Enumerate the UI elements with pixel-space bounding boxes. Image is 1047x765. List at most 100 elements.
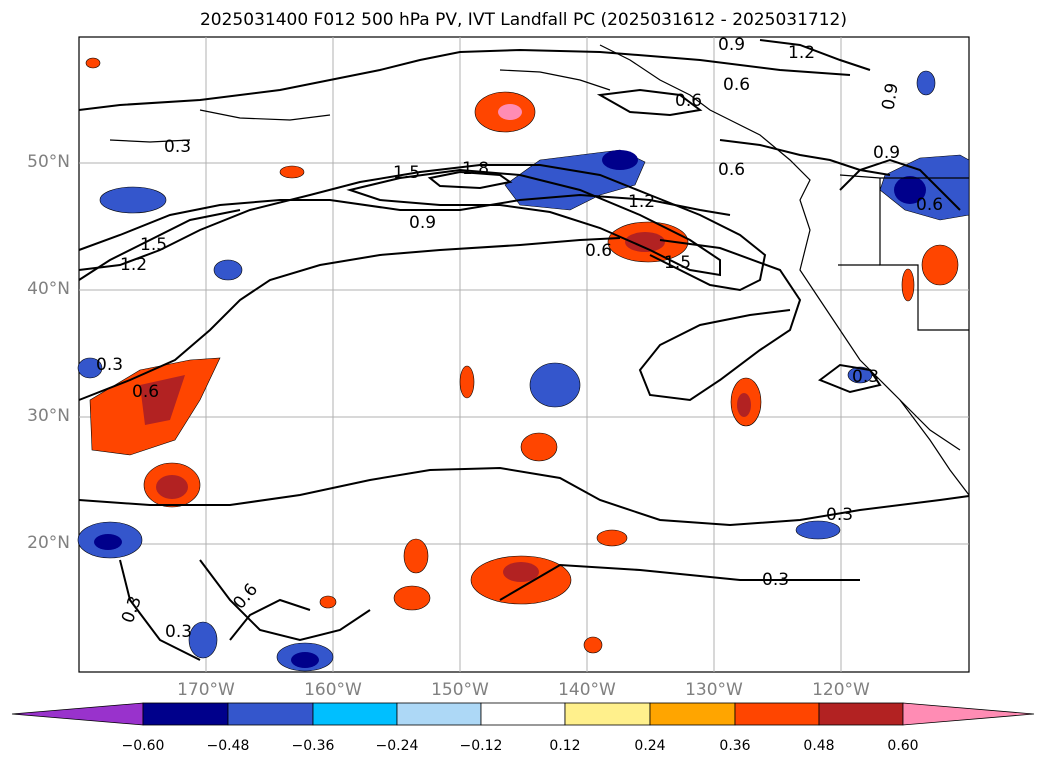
contour-label: 1.5 <box>664 253 691 273</box>
shaded-anomalies <box>77 57 970 672</box>
contour-label: 0.3 <box>96 355 123 375</box>
lat-label: 30°N <box>27 406 70 426</box>
positive-anomaly <box>403 538 429 574</box>
lon-label: 150°W <box>431 680 489 700</box>
contour-0-3 <box>817 363 882 394</box>
colorbar-extend-high <box>902 702 1035 726</box>
colorbar-segment <box>227 702 314 726</box>
negative-anomaly <box>894 176 926 204</box>
contour-1-5 <box>346 168 721 277</box>
positive-anomaly <box>596 529 628 547</box>
contour-label: 0.9 <box>718 35 745 55</box>
colorbar-segment <box>480 702 566 726</box>
positive-anomaly <box>583 636 603 654</box>
contour-label: 0.6 <box>132 382 159 402</box>
positive-anomaly <box>520 432 558 462</box>
contour-label: 0.9 <box>873 143 900 163</box>
contour-label: 0.3 <box>826 505 853 525</box>
contour-label: 0.6 <box>585 241 612 261</box>
contour-label: 1.2 <box>120 255 147 275</box>
contour-label: 0.6 <box>718 160 745 180</box>
colorbar-tick: −0.12 <box>459 738 503 754</box>
negative-anomaly <box>99 186 167 214</box>
pv-contours <box>78 39 970 661</box>
negative-anomaly <box>77 357 103 379</box>
colorbar-segment <box>564 702 651 726</box>
lon-label: 140°W <box>558 680 616 700</box>
contour-label: 1.5 <box>140 235 167 255</box>
colorbar-tick: −0.48 <box>206 738 250 754</box>
positive-anomaly <box>279 165 305 179</box>
contour-label: 0.9 <box>878 81 902 111</box>
colorbar-segment <box>312 702 398 726</box>
colorbar-tick: 0.36 <box>719 738 751 754</box>
lon-label: 130°W <box>685 680 743 700</box>
lat-label: 50°N <box>27 152 70 172</box>
contour-0-3 <box>78 48 851 111</box>
negative-anomaly <box>847 366 873 384</box>
lat-label: 20°N <box>27 533 70 553</box>
colorbar-segment <box>649 702 736 726</box>
positive-anomaly <box>737 393 751 417</box>
positive-anomaly <box>459 365 475 399</box>
contour-label: 0.6 <box>675 91 702 111</box>
positive-anomaly <box>319 595 337 609</box>
negative-anomaly <box>529 362 581 408</box>
map-title: 2025031400 F012 500 hPa PV, IVT Landfall… <box>199 10 847 30</box>
positive-anomaly <box>393 585 431 611</box>
contour-label: 1.8 <box>462 159 489 179</box>
contour-0-3 <box>119 559 201 661</box>
colorbar <box>11 702 1035 726</box>
contour-0-9 <box>719 139 891 176</box>
colorbar-segment <box>818 702 904 726</box>
lon-label: 170°W <box>177 680 235 700</box>
contour-1-5 <box>78 209 241 281</box>
contour-label: 0.9 <box>409 213 436 233</box>
contour-1-2 <box>78 164 767 292</box>
negative-anomaly <box>213 259 243 281</box>
colorbar-tick: 0.48 <box>803 738 835 754</box>
contour-0-9 <box>78 193 731 251</box>
contour-label: 0.3 <box>164 137 191 157</box>
contour-label: 1.5 <box>393 163 420 183</box>
negative-anomaly <box>94 534 122 550</box>
colorbar-segment <box>142 702 229 726</box>
contour-label: 1.2 <box>628 192 655 212</box>
colorbar-tick: −0.36 <box>291 738 335 754</box>
positive-anomaly <box>921 244 959 286</box>
contour-label: 0.6 <box>916 195 943 215</box>
contour-0-6 <box>199 559 371 642</box>
colorbar-segment <box>396 702 482 726</box>
positive-anomaly <box>498 104 522 120</box>
contour-label: 0.3 <box>852 367 879 387</box>
colorbar-tick: 0.60 <box>887 738 919 754</box>
positive-anomaly <box>156 475 188 499</box>
contour-0-6 <box>229 598 311 641</box>
contour-0-6 <box>78 237 621 401</box>
contour-label: 1.2 <box>788 43 815 63</box>
positive-anomaly <box>503 562 539 582</box>
contour-0-6 <box>638 239 802 402</box>
contour-0-3 <box>78 466 970 527</box>
colorbar-tick: 0.24 <box>634 738 666 754</box>
coastlines <box>109 44 970 496</box>
negative-anomaly <box>291 652 319 668</box>
positive-anomaly <box>85 57 101 69</box>
contour-label: 0.3 <box>165 622 192 642</box>
colorbar-segment <box>734 702 820 726</box>
lat-label: 40°N <box>27 279 70 299</box>
negative-anomaly <box>795 520 841 540</box>
contour-label: 0.6 <box>723 75 750 95</box>
colorbar-tick: 0.12 <box>549 738 581 754</box>
positive-anomaly <box>901 268 915 302</box>
contour-label: 0.3 <box>762 570 789 590</box>
colorbar-tick: −0.24 <box>375 738 419 754</box>
colorbar-tick: −0.60 <box>121 738 165 754</box>
lon-label: 120°W <box>812 680 870 700</box>
positive-anomaly <box>140 375 185 425</box>
positive-anomaly <box>625 232 665 252</box>
contour-1-2 <box>759 39 871 71</box>
negative-anomaly <box>916 70 936 96</box>
contour-1-8 <box>427 170 513 190</box>
